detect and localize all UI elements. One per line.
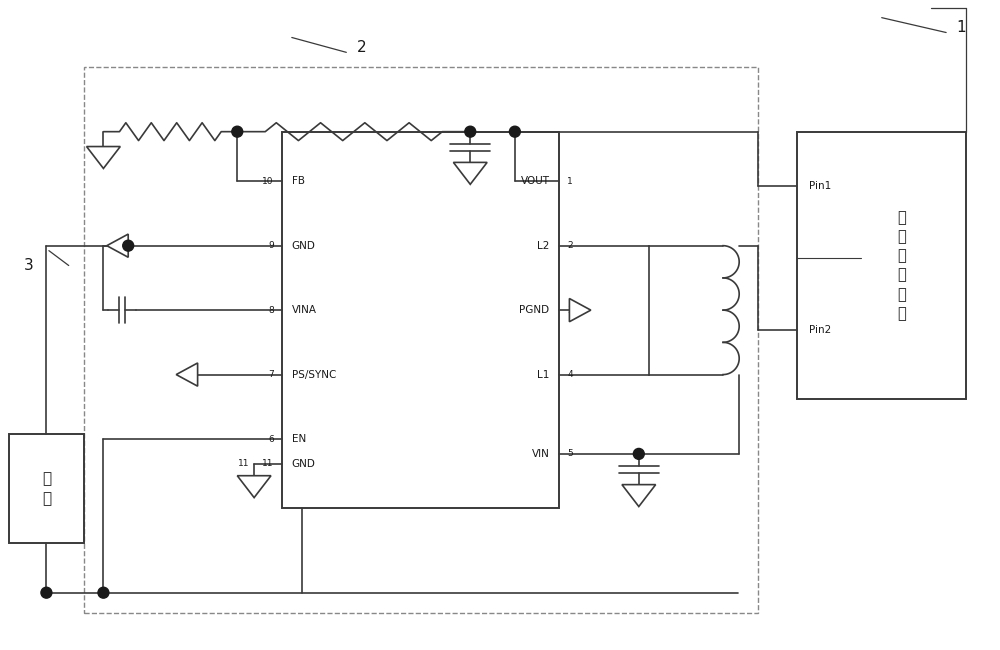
Circle shape xyxy=(123,240,134,251)
Text: 9: 9 xyxy=(268,241,274,250)
Polygon shape xyxy=(569,298,591,322)
Circle shape xyxy=(633,448,644,460)
Text: VOUT: VOUT xyxy=(521,176,550,187)
Text: 5: 5 xyxy=(567,449,573,458)
Text: 11: 11 xyxy=(262,460,274,468)
Polygon shape xyxy=(622,485,656,506)
Text: L2: L2 xyxy=(537,240,550,251)
Text: 4: 4 xyxy=(567,370,573,379)
Text: GND: GND xyxy=(292,459,316,469)
Text: 1: 1 xyxy=(567,177,573,186)
Text: 1: 1 xyxy=(956,20,966,35)
Bar xyxy=(84,67,758,612)
Text: Pin2: Pin2 xyxy=(809,325,832,335)
Text: 10: 10 xyxy=(262,177,274,186)
Bar xyxy=(797,132,966,399)
Text: 3: 3 xyxy=(24,258,34,273)
Circle shape xyxy=(465,126,476,137)
Text: GND: GND xyxy=(292,240,316,251)
Text: 8: 8 xyxy=(268,306,274,315)
Text: PS/SYNC: PS/SYNC xyxy=(292,370,336,380)
Text: VIN: VIN xyxy=(532,449,550,459)
Text: 6: 6 xyxy=(268,434,274,443)
Circle shape xyxy=(41,587,52,598)
Circle shape xyxy=(232,126,243,137)
Text: EN: EN xyxy=(292,434,306,444)
Text: VINA: VINA xyxy=(292,305,317,315)
Text: FB: FB xyxy=(292,176,305,187)
Polygon shape xyxy=(176,363,198,386)
Bar xyxy=(282,132,559,508)
Text: 电
源
管
理
模
块: 电 源 管 理 模 块 xyxy=(898,210,906,321)
Polygon shape xyxy=(87,146,120,168)
Text: 2: 2 xyxy=(356,40,366,55)
Bar xyxy=(9,434,84,543)
Polygon shape xyxy=(453,162,487,185)
Polygon shape xyxy=(237,476,271,498)
Text: L1: L1 xyxy=(537,370,550,380)
Text: 电
池: 电 池 xyxy=(42,471,51,506)
Text: 2: 2 xyxy=(567,241,573,250)
Text: PGND: PGND xyxy=(519,305,550,315)
Circle shape xyxy=(509,126,520,137)
Text: Pin1: Pin1 xyxy=(809,181,832,191)
Text: 3: 3 xyxy=(567,306,573,315)
Polygon shape xyxy=(107,234,128,257)
Text: 11: 11 xyxy=(238,460,249,468)
Text: 7: 7 xyxy=(268,370,274,379)
Circle shape xyxy=(98,587,109,598)
